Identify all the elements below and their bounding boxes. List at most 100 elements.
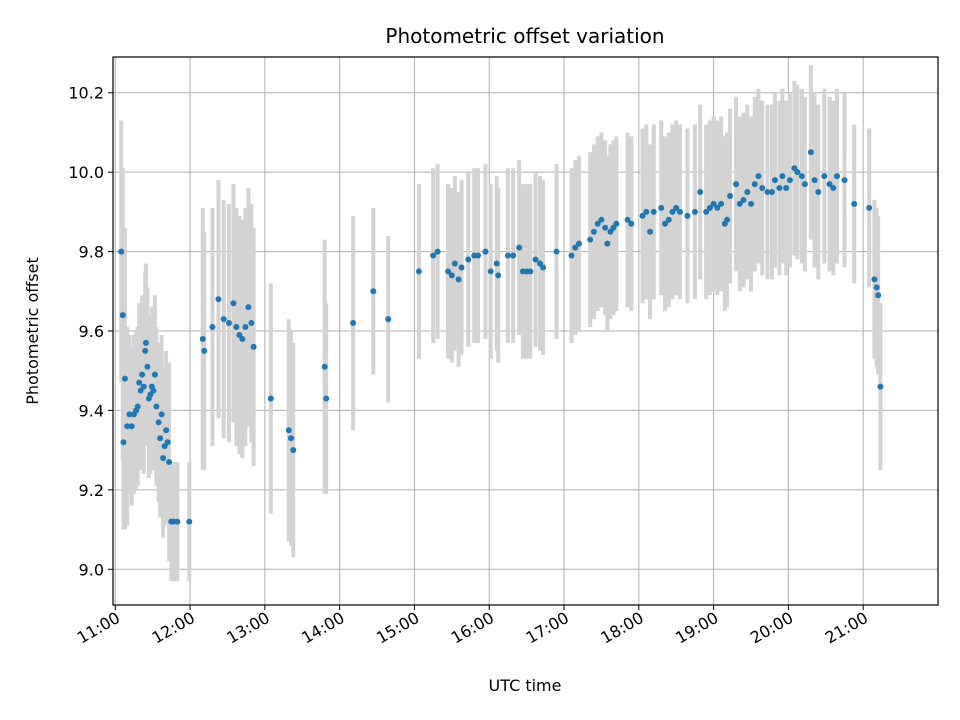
data-point xyxy=(458,264,465,271)
data-point xyxy=(493,260,500,267)
data-point xyxy=(665,216,672,223)
data-point xyxy=(174,518,181,525)
data-point xyxy=(250,343,257,350)
data-point xyxy=(248,320,255,327)
data-point xyxy=(245,304,252,311)
data-point xyxy=(744,189,751,196)
data-point xyxy=(166,459,173,466)
data-point xyxy=(624,216,631,223)
y-tick-label: 10.0 xyxy=(68,163,104,182)
data-point xyxy=(587,236,594,243)
chart-title: Photometric offset variation xyxy=(385,24,664,48)
data-point xyxy=(516,244,523,251)
data-point xyxy=(527,268,534,275)
data-point xyxy=(776,185,783,192)
y-tick-label: 9.8 xyxy=(79,243,104,262)
y-axis-ticks: 9.0 9.2 9.4 9.6 9.8 10.0 10.2 xyxy=(68,84,113,579)
data-point xyxy=(430,252,437,259)
data-point xyxy=(598,216,605,223)
y-tick-label: 9.0 xyxy=(79,560,104,579)
data-point xyxy=(628,220,635,227)
data-point xyxy=(724,216,731,223)
data-point xyxy=(811,177,818,184)
data-point xyxy=(201,347,208,354)
data-point xyxy=(504,252,511,259)
data-point xyxy=(815,189,822,196)
data-point xyxy=(455,276,462,283)
data-point xyxy=(751,181,758,188)
data-point xyxy=(118,248,125,255)
data-point xyxy=(639,212,646,219)
y-tick-label: 9.2 xyxy=(79,481,104,500)
data-point xyxy=(875,292,882,299)
data-point xyxy=(370,288,377,295)
data-point xyxy=(553,248,560,255)
data-point xyxy=(798,173,805,180)
data-point xyxy=(225,320,232,327)
data-point xyxy=(768,189,775,196)
data-point xyxy=(164,439,171,446)
data-point xyxy=(139,371,146,378)
data-point xyxy=(119,312,126,319)
data-point xyxy=(568,252,575,259)
data-point xyxy=(288,435,295,442)
data-point xyxy=(142,339,149,346)
data-point xyxy=(157,435,164,442)
data-point xyxy=(841,177,848,184)
data-point xyxy=(495,272,502,279)
data-point xyxy=(140,383,147,390)
y-tick-label: 9.6 xyxy=(79,322,104,341)
data-point xyxy=(487,268,494,275)
data-point xyxy=(199,335,206,342)
data-point xyxy=(572,244,579,251)
data-point xyxy=(186,518,193,525)
data-point xyxy=(155,419,162,426)
data-point xyxy=(124,423,131,430)
data-point xyxy=(676,208,683,215)
data-point xyxy=(482,248,489,255)
data-point xyxy=(703,208,710,215)
data-points xyxy=(118,149,884,525)
data-point xyxy=(230,300,237,307)
data-point xyxy=(594,220,601,227)
data-point xyxy=(786,177,793,184)
data-point xyxy=(136,379,143,386)
data-point xyxy=(755,173,762,180)
data-point xyxy=(706,204,713,211)
y-tick-label: 9.4 xyxy=(79,401,104,420)
y-axis-title: Photometric offset xyxy=(23,257,42,405)
data-point xyxy=(510,252,517,259)
data-point xyxy=(220,316,227,323)
data-point xyxy=(684,212,691,219)
data-point xyxy=(733,181,740,188)
data-point xyxy=(748,200,755,207)
data-point xyxy=(771,177,778,184)
data-point xyxy=(209,324,216,331)
data-point xyxy=(661,220,668,227)
data-point xyxy=(321,363,328,370)
data-point xyxy=(658,204,665,211)
data-point xyxy=(826,181,833,188)
data-point xyxy=(575,240,582,247)
data-point xyxy=(779,173,786,180)
data-point xyxy=(718,200,725,207)
data-point xyxy=(783,185,790,192)
y-tick-label: 10.2 xyxy=(68,84,104,103)
data-point xyxy=(794,169,801,176)
data-point xyxy=(764,189,771,196)
data-point xyxy=(158,411,165,418)
data-point xyxy=(134,403,141,410)
data-point xyxy=(445,268,452,275)
data-point xyxy=(830,185,837,192)
data-point xyxy=(710,200,717,207)
data-point xyxy=(126,411,133,418)
data-point xyxy=(834,173,841,180)
data-point xyxy=(866,204,873,211)
data-point xyxy=(239,335,246,342)
data-point xyxy=(120,439,127,446)
data-point xyxy=(714,204,721,211)
data-point xyxy=(532,256,539,263)
data-point xyxy=(448,272,455,279)
data-point xyxy=(759,185,766,192)
data-point xyxy=(242,324,249,331)
